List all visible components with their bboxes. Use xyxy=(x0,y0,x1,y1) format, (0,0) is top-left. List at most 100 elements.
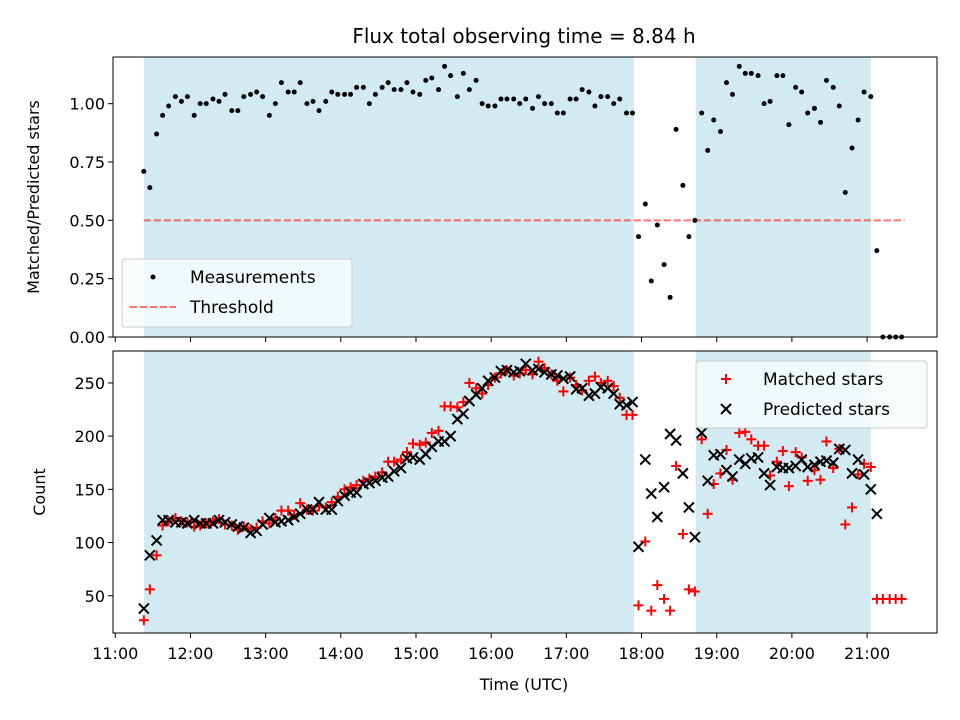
predicted-point-b xyxy=(601,382,614,394)
predicted-point-b xyxy=(865,483,877,496)
matched-point xyxy=(759,440,770,451)
predicted-point xyxy=(138,602,150,615)
measurement-point xyxy=(147,185,153,191)
matched-point xyxy=(821,436,832,447)
measurement-point xyxy=(730,91,736,97)
matched-point xyxy=(583,375,594,386)
predicted-point xyxy=(733,453,745,466)
predicted-point xyxy=(827,457,839,469)
measurement-point xyxy=(617,96,623,102)
predicted-point xyxy=(388,465,400,477)
measurement-point xyxy=(793,84,799,90)
top-y-ticks: 0.00 0.25 0.50 0.75 1.00 xyxy=(69,95,113,347)
measurement-point xyxy=(767,98,773,104)
predicted-point-b xyxy=(714,448,727,460)
matched-point xyxy=(471,383,482,394)
predicted-point-b xyxy=(188,514,200,526)
measurement-point xyxy=(460,70,466,76)
predicted-point xyxy=(326,503,338,516)
bottom-y-ticks: 50 100 150 200 250 xyxy=(74,374,113,606)
predicted-point-b xyxy=(551,369,564,382)
measurement-point xyxy=(861,89,867,95)
y-tick-label: 50 xyxy=(85,587,105,606)
predicted-point-b xyxy=(871,508,883,520)
matched-point xyxy=(665,605,676,616)
measurement-point xyxy=(436,87,442,93)
predicted-point xyxy=(188,514,200,526)
predicted-point-b xyxy=(726,470,739,483)
matched-point xyxy=(414,439,425,450)
matched-point xyxy=(777,446,788,457)
predicted-point xyxy=(670,434,682,447)
predicted-point xyxy=(181,517,194,530)
predicted-point xyxy=(677,467,689,480)
predicted-point-b xyxy=(689,531,701,543)
predicted-point-b xyxy=(162,514,175,526)
measurement-point xyxy=(316,108,322,114)
predicted-point-b xyxy=(820,454,833,467)
matched-point xyxy=(652,580,663,591)
measurement-point xyxy=(423,77,429,83)
matched-point xyxy=(840,519,851,530)
matched-point xyxy=(420,437,431,448)
predicted-point-b xyxy=(833,443,845,455)
matched-point xyxy=(859,458,870,469)
top-panel-frame xyxy=(112,56,938,338)
measurement-point xyxy=(817,119,823,125)
matched-point xyxy=(659,593,670,604)
measurement-point xyxy=(454,94,460,100)
bottom-panel-frame xyxy=(112,350,938,634)
predicted-point xyxy=(783,462,795,474)
measurement-point xyxy=(823,77,829,83)
matched-point xyxy=(326,497,337,508)
predicted-point-b xyxy=(608,387,620,400)
predicted-point xyxy=(288,511,300,523)
measurement-point xyxy=(536,94,542,100)
predicted-point-b xyxy=(651,511,664,523)
matched-point xyxy=(151,550,162,561)
measurement-point xyxy=(673,126,679,132)
bottom-panel: 50 100 150 200 250 11:00 12:00 13:00 14:00 15:00… xyxy=(30,350,938,694)
x-tick-label: 16:00 xyxy=(468,644,514,663)
matched-point xyxy=(683,584,694,595)
predicted-point xyxy=(820,454,833,467)
measurement-point xyxy=(485,103,491,109)
predicted-point xyxy=(758,467,770,480)
measurement-point xyxy=(742,70,748,76)
predicted-point xyxy=(852,453,864,466)
predicted-point xyxy=(338,490,351,502)
matched-point xyxy=(589,371,600,382)
predicted-point-b xyxy=(846,467,858,480)
predicted-point xyxy=(701,475,714,487)
measurement-point xyxy=(222,91,228,97)
measurement-point xyxy=(241,94,247,100)
y-tick-label: 250 xyxy=(74,374,105,393)
y-tick-label: 100 xyxy=(74,534,105,553)
x-tick-label: 12:00 xyxy=(167,644,213,663)
predicted-point-b xyxy=(839,444,851,456)
predicted-point xyxy=(282,514,294,526)
predicted-point-b xyxy=(626,396,639,408)
predicted-point-b xyxy=(232,520,244,533)
predicted-point xyxy=(538,366,551,378)
measurement-point xyxy=(141,168,147,174)
predicted-point-b xyxy=(219,516,231,529)
matched-point xyxy=(426,427,437,438)
predicted-point-b xyxy=(557,372,570,385)
predicted-point xyxy=(150,534,163,547)
predicted-point xyxy=(307,503,319,516)
matched-point xyxy=(847,502,858,513)
predicted-point-b xyxy=(514,365,526,377)
predicted-point-b xyxy=(307,503,319,516)
measurement-point xyxy=(717,129,723,135)
measurement-point xyxy=(805,110,811,116)
shaded-region-2 xyxy=(695,57,871,337)
predicted-point xyxy=(871,508,883,520)
predicted-point-b xyxy=(482,375,494,387)
matched-point xyxy=(783,481,794,492)
predicted-point xyxy=(501,364,513,376)
matched-point xyxy=(853,469,864,480)
predicted-point-b xyxy=(288,511,300,523)
predicted-point xyxy=(482,375,494,387)
measurement-point xyxy=(842,189,848,195)
